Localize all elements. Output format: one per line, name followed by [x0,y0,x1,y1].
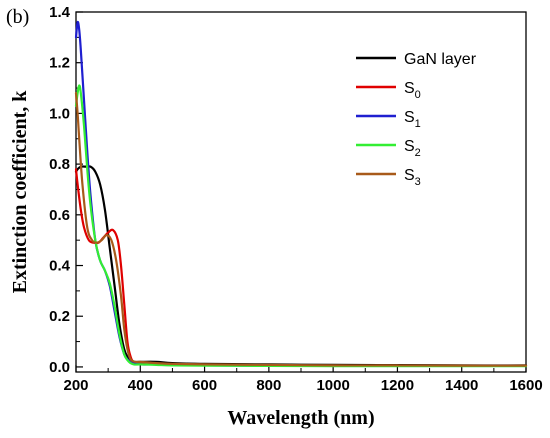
x-tick-label: 1200 [381,377,414,394]
legend: GaN layer S0 S1 S2 S3 [356,51,477,188]
x-axis-ticks: 200 400 600 800 1000 1200 1400 1600 [63,365,543,394]
legend-label: GaN layer [404,51,477,68]
y-tick-label: 0.4 [49,258,71,275]
y-tick-label: 0.6 [49,207,70,224]
panel-label: (b) [6,6,30,28]
series-layer [74,20,528,368]
series-line-s3 [74,92,528,367]
series-line-s1 [74,20,528,368]
legend-label: S3 [404,167,421,188]
y-tick-label: 1.0 [49,105,70,122]
legend-label: S1 [404,109,421,130]
x-tick-label: 1000 [316,377,349,394]
y-tick-label: 0.8 [49,156,70,173]
y-tick-label: 1.4 [49,4,71,21]
x-tick-label: 1400 [445,377,478,394]
legend-label: S2 [404,138,421,159]
x-tick-label: 400 [128,377,153,394]
series-line-s0 [74,168,528,368]
x-tick-label: 800 [256,377,281,394]
y-tick-label: 0.0 [49,359,70,376]
y-axis-title: Extinction coefficient, k [9,90,31,294]
y-tick-label: 1.2 [49,55,70,72]
series-line-s2 [74,84,528,368]
y-tick-label: 0.2 [49,308,70,325]
legend-label: S0 [404,80,421,101]
series-line-gan-layer [74,165,528,367]
x-tick-label: 600 [192,377,217,394]
x-axis-title: Wavelength (nm) [227,407,374,429]
x-tick-label: 1600 [509,377,542,394]
x-tick-label: 200 [63,377,88,394]
y-axis-ticks: 0.0 0.2 0.4 0.6 0.8 1.0 1.2 1.4 [49,4,83,376]
